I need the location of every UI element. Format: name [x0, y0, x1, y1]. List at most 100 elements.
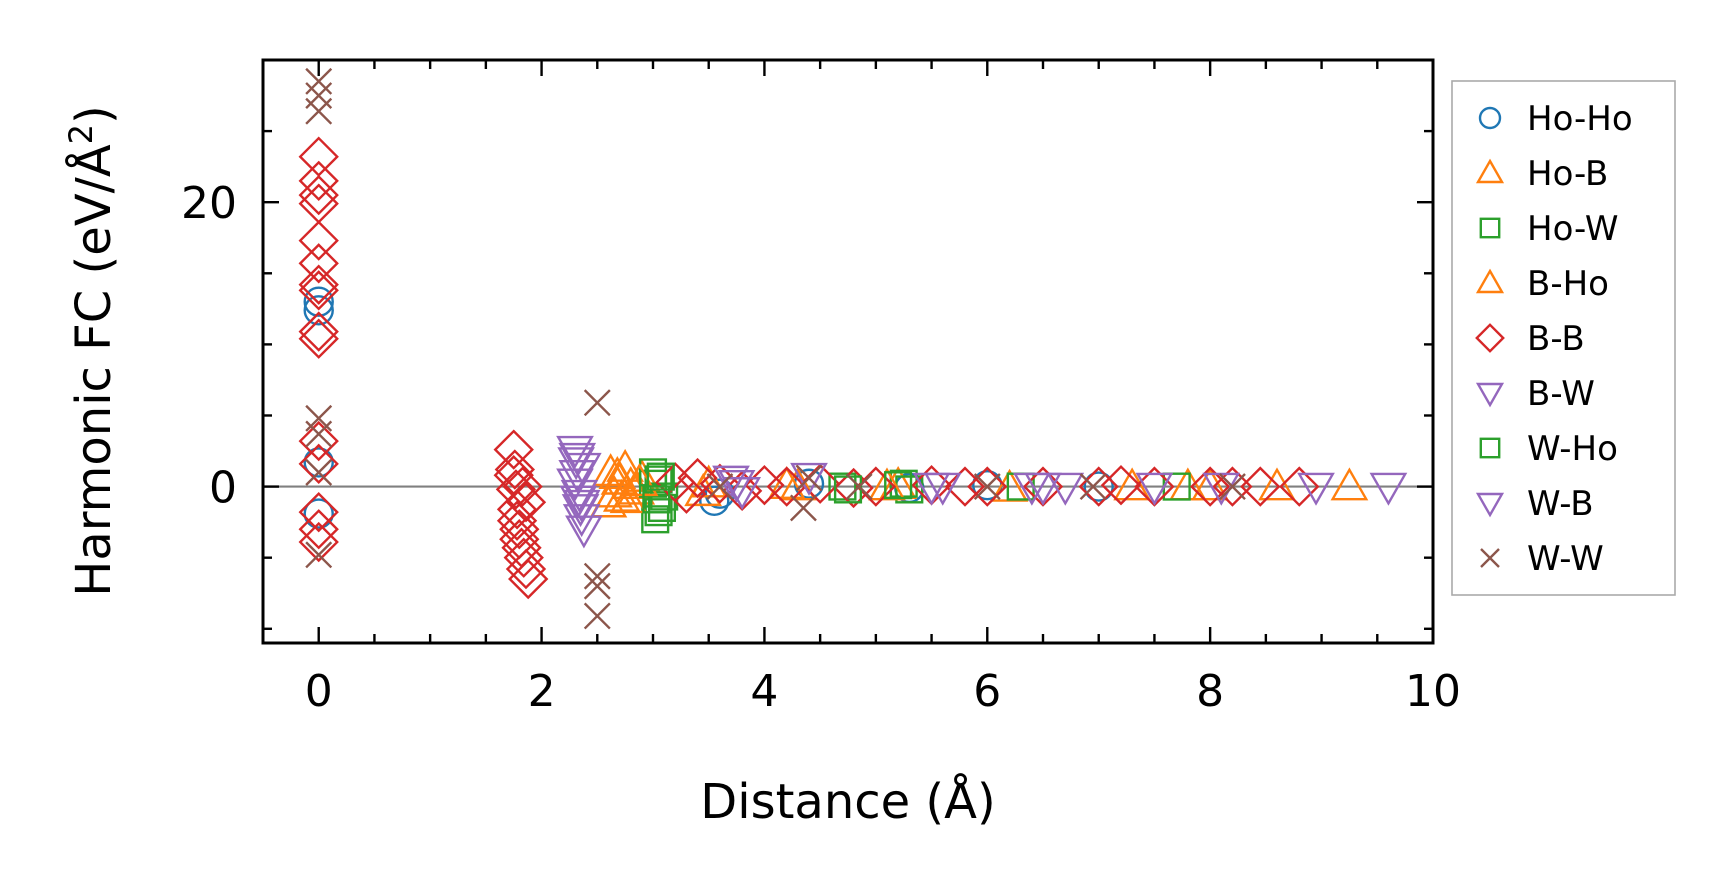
legend-marker	[1475, 492, 1505, 518]
data-point-b-b	[505, 548, 547, 590]
data-point-ho-b	[1191, 467, 1230, 501]
x-axis-label: Distance (Å)	[700, 773, 995, 830]
data-point-b-b	[505, 482, 547, 523]
data-point-w-b	[717, 469, 756, 503]
data-point-b-b	[493, 455, 534, 496]
data-point-ho-w	[638, 469, 668, 498]
data-point-ho-ho	[303, 286, 334, 317]
x-tick-label: 4	[750, 666, 778, 717]
legend-label: Ho-W	[1527, 209, 1619, 249]
data-point-b-b	[496, 500, 538, 541]
x-tick-label: 2	[528, 666, 556, 717]
data-point-b-b	[1189, 466, 1231, 507]
data-point-b-w	[562, 504, 601, 538]
data-point-ho-b	[1113, 467, 1152, 501]
x-tick-label: 0	[305, 666, 333, 717]
data-point-w-w	[305, 97, 333, 125]
data-point-ho-ho	[303, 498, 334, 529]
data-point-b-b	[1279, 466, 1320, 507]
data-point-b-b	[298, 160, 339, 202]
data-point-b-b	[298, 509, 339, 550]
y-tick-label: 20	[181, 178, 237, 229]
y-axis-label: Harmonic FC (eV/Å2)	[62, 105, 122, 597]
legend-box	[1451, 80, 1676, 596]
legend-marker	[1478, 106, 1502, 130]
series-ho-ho	[303, 286, 1114, 529]
legend-label: W-Ho	[1527, 429, 1618, 469]
data-point-ho-ho	[1083, 471, 1114, 502]
data-point-ho-w	[895, 475, 924, 504]
series-ho-w	[638, 458, 1191, 534]
legend-marker	[1475, 158, 1505, 184]
data-point-w-b	[558, 442, 597, 476]
data-point-b-b	[499, 519, 540, 560]
data-point-b-w	[723, 477, 762, 511]
data-points	[298, 67, 1408, 630]
legend-marker	[1475, 382, 1505, 408]
data-point-w-w	[845, 473, 873, 501]
data-point-ho-ho	[303, 295, 334, 326]
data-point-w-w	[795, 464, 823, 492]
data-point-b-b	[298, 243, 339, 284]
data-point-b-b	[496, 489, 538, 530]
data-point-b-w	[1046, 472, 1085, 506]
data-point-w-w	[1218, 473, 1246, 501]
data-point-b-b	[677, 457, 718, 499]
data-point-ho-w	[641, 505, 670, 534]
data-point-b-b	[298, 492, 339, 533]
axis-ticks	[263, 58, 1435, 643]
data-point-b-b	[944, 466, 986, 507]
legend-label: W-W	[1527, 539, 1604, 579]
data-point-w-w	[305, 67, 333, 95]
data-point-b-ho	[609, 480, 648, 514]
data-point-b-w	[556, 435, 594, 469]
data-point-b-b	[298, 521, 339, 563]
legend-entry-w-b: W-B	[1475, 484, 1594, 524]
data-point-b-b	[493, 429, 534, 470]
data-point-b-b	[503, 537, 544, 578]
data-point-w-w	[973, 473, 1001, 501]
legend-marker	[1479, 437, 1501, 459]
x-tick-label: 6	[973, 666, 1001, 717]
legend-entry-ho-w: Ho-W	[1479, 209, 1619, 249]
data-point-w-w	[583, 562, 611, 590]
data-point-b-ho	[684, 473, 723, 507]
legend-label: W-B	[1527, 484, 1594, 524]
legend-marker	[1479, 217, 1501, 239]
data-point-w-w	[305, 82, 333, 109]
data-point-ho-w	[828, 472, 857, 501]
data-point-b-ho	[767, 465, 806, 499]
data-point-w-ho	[642, 485, 671, 514]
data-point-b-w	[558, 459, 597, 494]
data-point-b-b	[766, 466, 807, 507]
data-point-w-w	[583, 602, 611, 630]
data-point-w-w	[305, 458, 333, 486]
data-point-b-b	[298, 174, 339, 216]
legend-label: B-Ho	[1527, 264, 1609, 304]
legend-label: Ho-Ho	[1527, 99, 1633, 139]
x-tick-label: 8	[1196, 666, 1224, 717]
data-point-b-b	[298, 136, 339, 177]
data-point-w-b	[1012, 472, 1051, 506]
data-point-ho-ho	[699, 485, 730, 517]
data-point-b-b	[1240, 466, 1281, 507]
legend-entry-w-ho: W-Ho	[1479, 429, 1618, 469]
data-point-ho-b	[1258, 467, 1296, 501]
data-point-b-w	[1369, 472, 1408, 506]
data-point-b-b	[298, 264, 339, 305]
data-point-b-b	[855, 466, 897, 507]
x-tick-label: 10	[1405, 666, 1461, 717]
series-w-ho	[642, 462, 913, 514]
data-point-w-b	[912, 472, 951, 506]
legend-label: Ho-B	[1527, 154, 1608, 194]
data-point-w-ho	[646, 462, 675, 491]
data-point-b-w	[790, 462, 828, 496]
legend-marker	[1480, 548, 1500, 568]
tick-labels: 0 2 4 6 8 10 0 20	[181, 178, 1461, 717]
data-point-b-b	[298, 318, 339, 359]
data-point-ho-b	[1330, 467, 1369, 501]
legend: Ho-Ho Ho-B Ho-W B-Ho B-B B-W W-Ho W-B W-W	[1451, 80, 1676, 596]
data-point-w-w	[706, 473, 734, 501]
data-point-w-w	[305, 541, 333, 569]
legend-entry-b-ho: B-Ho	[1475, 264, 1609, 304]
